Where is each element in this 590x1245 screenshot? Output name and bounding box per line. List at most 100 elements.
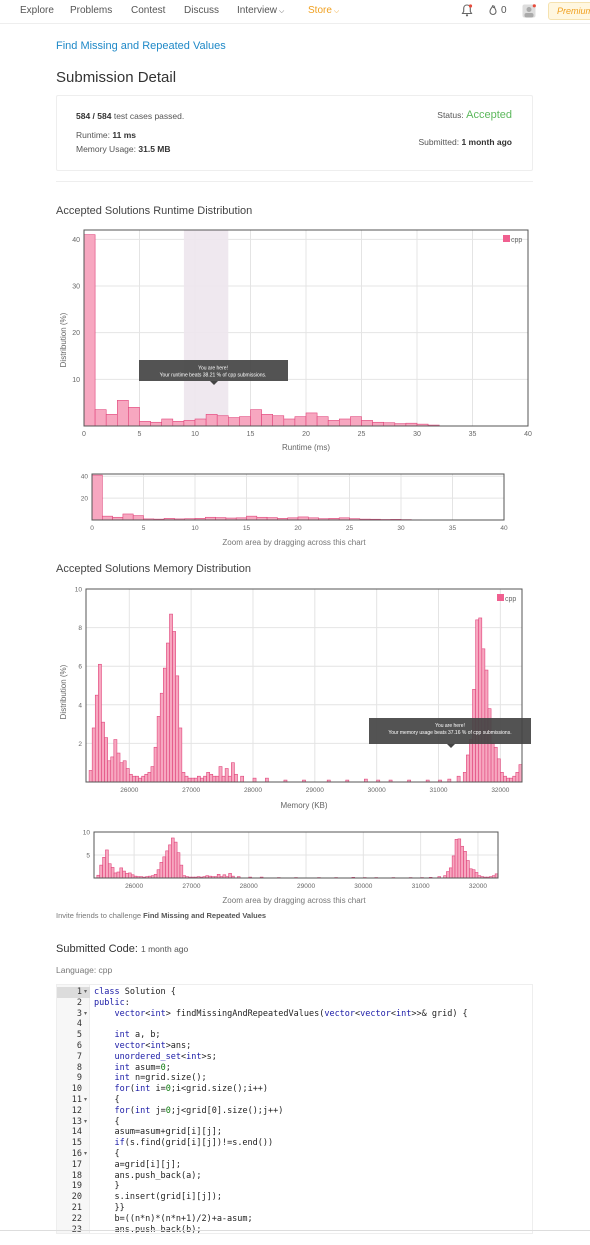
- distribution-bar[interactable]: [175, 675, 180, 783]
- fold-toggle-icon[interactable]: ▾: [84, 1010, 88, 1017]
- nav-problems[interactable]: Problems: [70, 5, 113, 16]
- distribution-bar[interactable]: [506, 777, 510, 783]
- distribution-bar[interactable]: [265, 777, 269, 783]
- distribution-bar[interactable]: [478, 617, 483, 783]
- distribution-bar[interactable]: [132, 775, 136, 783]
- distribution-bar[interactable]: [446, 871, 450, 879]
- distribution-bar[interactable]: [515, 772, 520, 783]
- distribution-bar[interactable]: [107, 760, 112, 783]
- distribution-bar[interactable]: [138, 777, 142, 783]
- distribution-bar[interactable]: [166, 642, 170, 783]
- distribution-bar[interactable]: [163, 667, 167, 783]
- distribution-bar[interactable]: [197, 775, 201, 783]
- distribution-bar[interactable]: [456, 775, 461, 783]
- distribution-bar[interactable]: [159, 862, 164, 879]
- distribution-bar[interactable]: [105, 849, 109, 879]
- distribution-bar[interactable]: [212, 775, 217, 783]
- distribution-bar[interactable]: [102, 515, 113, 521]
- nav-store[interactable]: Store ⌵: [308, 5, 339, 16]
- distribution-bar[interactable]: [246, 515, 258, 521]
- distribution-bar[interactable]: [218, 766, 223, 783]
- distribution-bar[interactable]: [200, 777, 204, 783]
- distribution-bar[interactable]: [156, 869, 161, 879]
- distribution-bar[interactable]: [156, 716, 161, 783]
- distribution-bar[interactable]: [294, 416, 307, 427]
- distribution-bar[interactable]: [128, 773, 133, 783]
- distribution-bar[interactable]: [227, 775, 232, 783]
- distribution-bar[interactable]: [503, 775, 507, 783]
- distribution-bar[interactable]: [224, 768, 229, 783]
- distribution-bar[interactable]: [239, 416, 251, 427]
- distribution-bar[interactable]: [108, 863, 112, 879]
- premium-button[interactable]: Premium: [548, 2, 590, 20]
- distribution-bar[interactable]: [150, 766, 155, 783]
- distribution-bar[interactable]: [125, 873, 129, 879]
- distribution-bar[interactable]: [215, 775, 220, 783]
- distribution-bar[interactable]: [361, 420, 373, 427]
- distribution-bar[interactable]: [147, 772, 152, 783]
- distribution-bar[interactable]: [457, 838, 462, 879]
- distribution-bar[interactable]: [99, 864, 103, 879]
- avatar[interactable]: [522, 4, 536, 21]
- distribution-bar[interactable]: [234, 773, 238, 783]
- nav-interview[interactable]: Interview ⌵: [237, 5, 284, 16]
- distribution-bar[interactable]: [172, 631, 176, 783]
- code-editor[interactable]: 1 ▾ class Solution {2 public: 3 ▾ vector<int>…: [56, 984, 533, 1234]
- distribution-bar[interactable]: [169, 613, 173, 783]
- distribution-bar[interactable]: [83, 234, 96, 427]
- distribution-bar[interactable]: [512, 775, 517, 783]
- distribution-bar[interactable]: [272, 415, 285, 427]
- distribution-bar[interactable]: [117, 400, 129, 427]
- distribution-bar[interactable]: [153, 746, 158, 783]
- distribution-bar[interactable]: [91, 474, 103, 521]
- distribution-bar[interactable]: [178, 727, 183, 783]
- distribution-bar[interactable]: [183, 420, 196, 427]
- distribution-bar[interactable]: [469, 739, 473, 783]
- distribution-bar[interactable]: [190, 777, 195, 783]
- distribution-bar[interactable]: [496, 758, 501, 783]
- distribution-bar[interactable]: [206, 772, 210, 783]
- distribution-bar[interactable]: [110, 867, 115, 879]
- distribution-bar[interactable]: [451, 855, 456, 879]
- distribution-bar[interactable]: [116, 752, 121, 783]
- distribution-bar[interactable]: [113, 872, 118, 879]
- distribution-bar[interactable]: [122, 870, 126, 879]
- distribution-bar[interactable]: [105, 414, 118, 427]
- distribution-bar[interactable]: [481, 648, 486, 783]
- distribution-bar[interactable]: [179, 864, 184, 879]
- distribution-bar[interactable]: [128, 407, 140, 427]
- distribution-bar[interactable]: [91, 727, 96, 783]
- distribution-bar[interactable]: [493, 746, 498, 783]
- distribution-bar[interactable]: [88, 770, 93, 783]
- distribution-bar[interactable]: [171, 837, 175, 879]
- memory-chart[interactable]: 26000 27000 28000 29000 30000 31000 32000 2 4 6 8 1…: [0, 580, 590, 815]
- distribution-bar[interactable]: [172, 421, 185, 427]
- memory-navigator-chart[interactable]: 26000 27000 28000 29000 30000 31000 32000 5 10 Z…: [0, 826, 590, 908]
- distribution-bar[interactable]: [194, 418, 207, 427]
- distribution-bar[interactable]: [462, 772, 467, 783]
- distribution-bar[interactable]: [122, 760, 127, 783]
- fire-icon[interactable]: [488, 4, 498, 19]
- nav-explore[interactable]: Explore: [20, 5, 54, 16]
- distribution-bar[interactable]: [460, 845, 464, 879]
- distribution-bar[interactable]: [228, 417, 240, 427]
- distribution-bar[interactable]: [316, 416, 329, 427]
- distribution-bar[interactable]: [466, 860, 470, 879]
- distribution-bar[interactable]: [110, 756, 115, 783]
- distribution-bar[interactable]: [165, 850, 169, 879]
- distribution-bar[interactable]: [448, 867, 453, 879]
- distribution-bar[interactable]: [490, 743, 495, 783]
- distribution-bar[interactable]: [216, 874, 221, 879]
- distribution-bar[interactable]: [94, 694, 99, 783]
- problem-title-link[interactable]: Find Missing and Repeated Values: [56, 40, 226, 52]
- nav-contest[interactable]: Contest: [131, 5, 166, 16]
- distribution-bar[interactable]: [125, 768, 130, 783]
- runtime-chart[interactable]: 0 5 10 15 20 25 30 35 40 10 20 30 40 Distribution (%…: [0, 220, 590, 460]
- distribution-bar[interactable]: [119, 867, 123, 879]
- distribution-bar[interactable]: [159, 692, 164, 783]
- distribution-bar[interactable]: [101, 721, 105, 783]
- distribution-bar[interactable]: [216, 415, 229, 427]
- fold-toggle-icon[interactable]: ▾: [84, 1097, 88, 1103]
- distribution-bar[interactable]: [176, 852, 181, 879]
- distribution-bar[interactable]: [474, 872, 479, 879]
